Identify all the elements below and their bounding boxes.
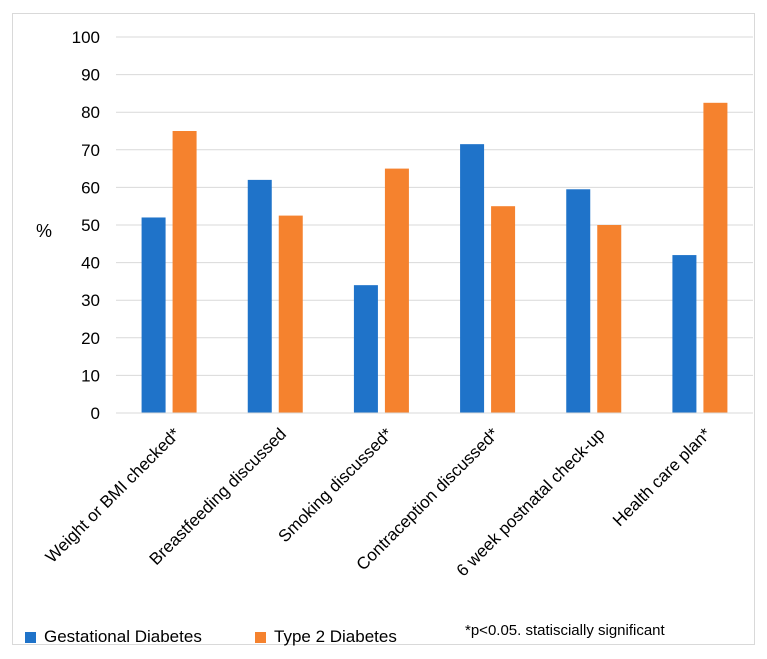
bar-type2-0 [172, 131, 197, 413]
y-tick-label: 0 [91, 404, 100, 423]
bar-gestational-5 [672, 255, 697, 413]
y-tick-label: 50 [81, 216, 100, 235]
x-axis-tick-labels: Weight or BMI checked*Breastfeeding disc… [42, 424, 715, 580]
bar-gestational-2 [353, 285, 378, 413]
bar-gestational-1 [247, 179, 272, 413]
gridlines [116, 36, 753, 376]
bar-gestational-4 [566, 189, 591, 413]
legend-label: Type 2 Diabetes [274, 627, 397, 646]
bar-type2-2 [384, 168, 409, 413]
y-tick-label: 100 [72, 28, 100, 47]
y-tick-label: 40 [81, 254, 100, 273]
y-tick-label: 20 [81, 329, 100, 348]
bar-type2-4 [597, 225, 622, 413]
significance-footnote: *p<0.05. statiscially significant [465, 622, 665, 639]
legend-item-gestational-diabetes: Gestational Diabetes [25, 625, 202, 649]
legend-item-type-2-diabetes: Type 2 Diabetes [255, 625, 397, 649]
chart-frame [12, 13, 755, 645]
bar-gestational-3 [460, 144, 485, 413]
y-tick-label: 30 [81, 291, 100, 310]
bar-type2-3 [491, 206, 516, 413]
y-tick-label: 60 [81, 178, 100, 197]
y-axis-label: % [36, 221, 52, 241]
legend-swatch [255, 631, 266, 643]
legend-label: Gestational Diabetes [44, 627, 202, 646]
bar-type2-5 [703, 102, 728, 414]
y-tick-label: 10 [81, 366, 100, 385]
y-axis-ticks: 0 10 20 30 40 50 60 70 80 90 100 [72, 28, 100, 423]
bar-type2-1 [278, 215, 303, 413]
legend-swatch [25, 631, 36, 643]
y-tick-label: 70 [81, 141, 100, 160]
x-tick-label: Smoking discussed* [275, 424, 397, 546]
y-tick-label: 90 [81, 66, 100, 85]
y-tick-label: 80 [81, 103, 100, 122]
bar-gestational-0 [141, 217, 166, 413]
bars [141, 102, 728, 414]
x-tick-label: Health care plan* [609, 424, 715, 530]
